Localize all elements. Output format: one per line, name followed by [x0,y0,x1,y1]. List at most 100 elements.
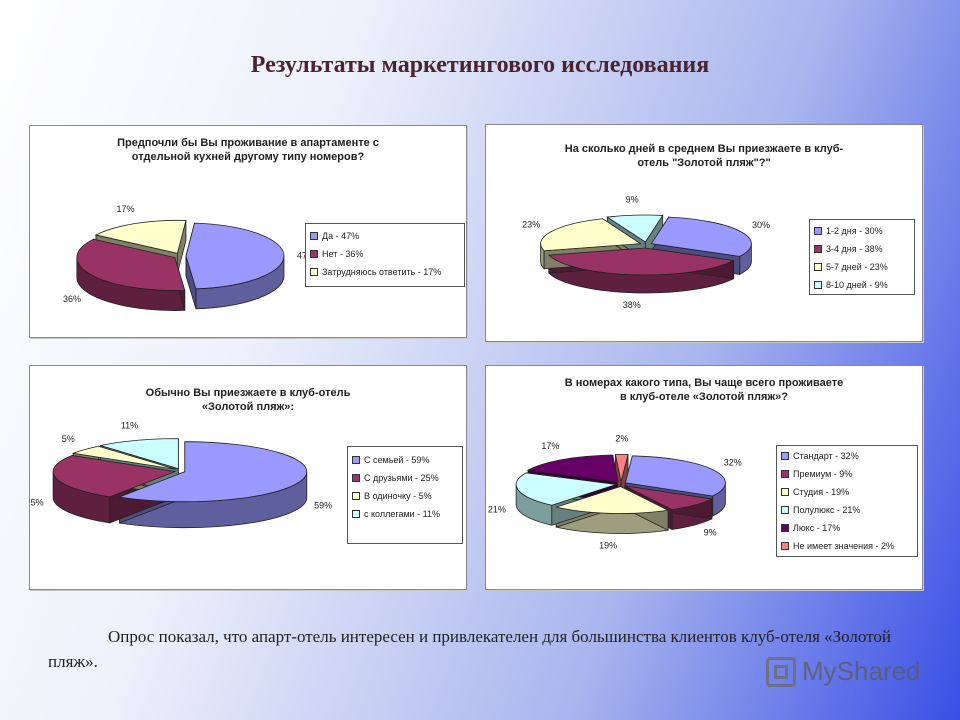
legend-swatch [352,474,360,482]
pie-chart: 32% 9% 19% 21% 17% 2% [488,434,742,551]
pie-data-label: 59% [314,500,332,510]
chart-title-line: Обычно Вы приезжаете в клуб-отель [145,387,351,399]
pie-slice [515,472,617,506]
pie-slice [526,454,619,483]
chart-title: Обычно Вы приезжаете в клуб-отель «Золот… [30,386,466,414]
legend-label: Затрудняюсь ответить - 17% [322,267,442,277]
legend-swatch [310,268,318,276]
legend-swatch [310,250,318,258]
pie-data-label: 9% [626,194,639,204]
pie-slice [94,219,187,254]
legend-item: Нет - 36% [310,245,460,263]
chart-panel-apartment-preference: Предпочли бы Вы проживание в апартаменте… [29,125,467,338]
pie-data-label: 30% [752,220,770,230]
legend-item: Премиум - 9% [781,465,913,483]
pie-slice [76,238,186,291]
legend-item: с коллегами - 11% [352,505,458,523]
pie-data-label: 17% [117,204,135,214]
pie-data-label: 38% [623,300,641,310]
pie-slice [117,441,308,503]
pie-data-label: 9% [704,527,717,537]
legend-item: С семьей - 59% [352,451,458,469]
chart-title: В номерах какого типа, Вы чаще всего про… [486,376,922,404]
legend-label: Не имеет значения - 2% [793,541,895,551]
pie-slice [71,445,177,470]
pie-data-label: 32% [724,457,742,467]
watermark-icon [766,656,796,687]
pie-slice [554,486,670,514]
pie-slice [624,455,726,497]
pie-slice [547,247,735,276]
legend-swatch [781,470,789,478]
slide-title: Результаты маркетингового исследования [250,52,710,78]
pie-data-label: 23% [522,220,540,230]
legend-swatch [781,452,789,460]
legend-label: Студия - 19% [793,487,850,497]
pie-chart: 59% 25% 5% 11% [30,420,332,529]
legend-label: с коллегами - 11% [364,509,441,519]
pie-data-label: 2% [615,434,628,444]
legend-label: 5-7 дней - 23% [826,262,888,272]
pie-slice [606,214,664,243]
legend-item: С друзьями - 25% [352,469,458,487]
chart-title-line: Предпочли бы Вы проживание в апартаменте… [117,137,379,149]
pie-data-label: 5% [62,434,75,444]
chart-legend: Стандарт - 32% Премиум - 9% Студия - 19% По… [776,445,918,557]
conclusion-text: Опрос показал, что апарт-отель интересен… [48,627,891,671]
chart-legend: С семьей - 59% С друзьями - 25% В одиночку… [347,446,463,544]
legend-swatch [781,488,789,496]
pie-slice [52,455,177,498]
legend-swatch [352,510,360,518]
chart-legend: Да - 47% Нет - 36% Затрудняюсь ответить - … [305,223,465,287]
pie-slice [540,218,642,252]
legend-label: С семьей - 59% [364,455,430,465]
chart-panel-stay-duration: На сколько дней в среднем Вы приезжаете … [485,124,923,342]
chart-title-line: в клуб-отеле «Золотой пляж»? [619,391,789,403]
pie-data-label: 21% [488,505,506,515]
legend-swatch [781,524,789,532]
legend-item: Студия - 19% [781,483,913,501]
chart-title-line: отель "Золотой пляж"?" [637,157,771,169]
legend-swatch [781,542,789,550]
legend-label: В одиночку - 5% [364,491,432,501]
legend-swatch [814,227,822,235]
legend-item: 3-4 дня - 38% [814,240,910,258]
pie-data-label: 25% [30,497,44,507]
pie-slice [185,222,285,290]
legend-label: 1-2 дня - 30% [826,226,883,236]
pie-slice [650,216,752,257]
legend-label: Нет - 36% [322,249,364,259]
pie-data-label: 17% [541,441,559,451]
chart-title-line: «Золотой пляж»: [201,401,295,413]
chart-panel-travel-company: Обычно Вы приезжаете в клуб-отель «Золот… [29,365,467,590]
legend-swatch [352,456,360,464]
pie-slice [100,438,179,470]
legend-item: 1-2 дня - 30% [814,222,910,240]
legend-swatch [814,245,822,253]
chart-panel-room-type: В номерах какого типа, Вы чаще всего про… [485,365,923,590]
legend-swatch [781,506,789,514]
legend-swatch [310,232,318,240]
pie-slice [614,454,629,482]
legend-item: 8-10 дней - 9% [814,276,910,294]
legend-item: Люкс - 17% [781,519,913,537]
legend-label: С друзьями - 25% [364,473,439,483]
chart-title-line: На сколько дней в среднем Вы приезжаете … [564,143,844,155]
chart-title: На сколько дней в среднем Вы приезжаете … [486,142,922,170]
legend-item: Да - 47% [310,227,460,245]
chart-legend: 1-2 дня - 30% 3-4 дня - 38% 5-7 дней - 23%… [809,219,915,295]
legend-label: Люкс - 17% [793,523,841,533]
pie-chart: 47%36%17% [63,204,315,311]
legend-label: Полулюкс - 21% [793,505,861,515]
legend-swatch [814,281,822,289]
legend-label: Стандарт - 32% [793,451,859,461]
legend-swatch [814,263,822,271]
chart-title-line: В номерах какого типа, Вы чаще всего про… [564,377,844,389]
chart-title-line: отдельной кухней другому типу номеров? [131,151,365,163]
watermark-logo: MyShared [766,656,921,687]
legend-label: 8-10 дней - 9% [826,280,888,290]
legend-label: 3-4 дня - 38% [826,244,883,254]
legend-item: Затрудняюсь ответить - 17% [310,263,460,281]
legend-item: Стандарт - 32% [781,447,913,465]
chart-title: Предпочли бы Вы проживание в апартаменте… [30,136,466,164]
